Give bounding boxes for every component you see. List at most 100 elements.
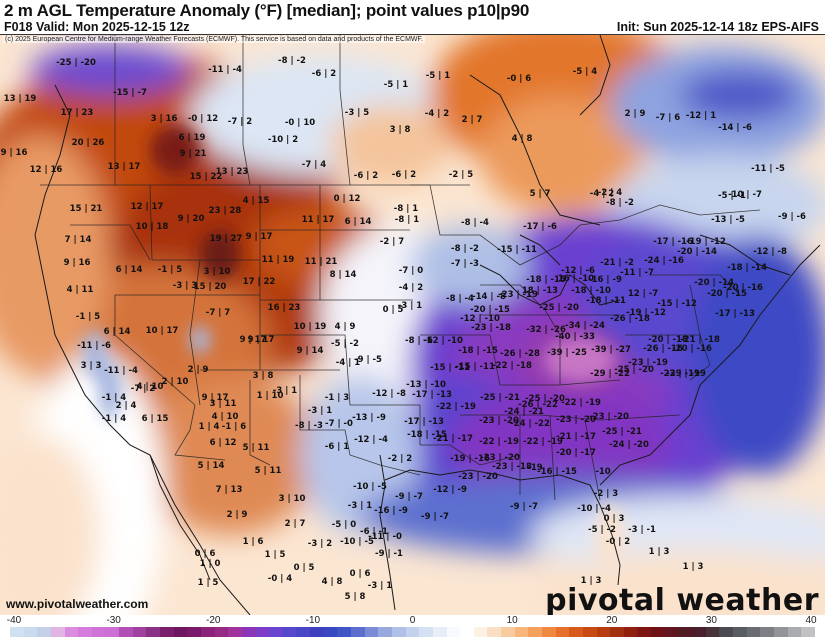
point-value-label: -3 | 1 — [397, 301, 423, 311]
point-value-label: -23 | -20 — [556, 415, 596, 425]
colorbar-swatch — [528, 627, 542, 637]
point-value-label: -22 | -19 — [523, 437, 563, 447]
point-value-label: -25 | -21 — [602, 427, 642, 437]
point-value-label: 0 | 5 — [293, 563, 315, 573]
point-value-label: 2 | 7 — [461, 115, 483, 125]
point-value-label: -4 | 1 — [335, 358, 361, 368]
point-value-label: 9 | 17 — [245, 232, 273, 242]
point-value-label: 3 | 3 — [80, 361, 102, 371]
colorbar-swatch — [228, 627, 242, 637]
point-value-label: 1 | 0 — [199, 559, 221, 569]
point-value-label: -9 | -1 — [375, 549, 403, 559]
point-value-label: 9 | 16 — [63, 258, 91, 268]
point-value-label: -23 | -19 — [628, 358, 668, 368]
point-value-label: -1 | 3 — [324, 393, 350, 403]
point-value-label: -9 | -6 — [778, 212, 806, 222]
point-value-label: -15 | -12 — [657, 299, 697, 309]
point-value-label: 12 | 16 — [29, 165, 63, 175]
colorbar-swatch — [664, 627, 679, 637]
point-value-label: -7 | 4 — [301, 160, 327, 170]
colorbar-swatch — [50, 627, 65, 637]
colorbar-swatch — [37, 627, 51, 637]
point-value-label: 0 | 6 — [194, 549, 216, 559]
point-value-label: -12 | -10 — [423, 336, 463, 346]
point-value-label: -14 | -6 — [718, 123, 752, 133]
point-value-label: 23 | 28 — [208, 206, 242, 216]
point-value-label: -1 | 4 — [101, 393, 127, 403]
point-value-label: -0 | 10 — [284, 118, 316, 128]
colorbar-tick: -10 — [305, 615, 321, 626]
point-value-label: -21 | -18 — [680, 335, 720, 345]
colorbar-swatch — [364, 627, 379, 637]
point-value-label: -5 | 4 — [572, 67, 598, 77]
colorbar-swatch — [91, 627, 106, 637]
colorbar-swatch — [582, 627, 597, 637]
colorbar-swatch — [105, 627, 120, 637]
point-value-label: -5 | 1 — [383, 80, 409, 90]
point-value-label: 6 | 14 — [103, 327, 131, 337]
colorbar-tick-labels: -40 -30 -20 -10 0 10 20 30 40 — [0, 615, 825, 626]
point-value-label: -18 | -10 — [571, 286, 611, 296]
point-value-label: -6 | -1 — [360, 527, 388, 537]
point-value-label: 7 | 14 — [64, 235, 92, 245]
colorbar-swatch — [514, 627, 529, 637]
point-value-label: 3 | 10 — [278, 494, 306, 504]
map-title: 2 m AGL Temperature Anomaly (°F) [median… — [4, 1, 530, 20]
point-value-label: 17 | 22 — [242, 277, 276, 287]
point-value-label: 11 | 17 — [301, 215, 335, 225]
point-value-label: 15 | 22 — [189, 172, 223, 182]
point-value-label: 9 | 17 — [201, 393, 229, 403]
colorbar-swatch — [378, 627, 392, 637]
point-value-label: 2 | 9 — [226, 510, 248, 520]
point-value-label: -12 | -6 — [561, 266, 595, 276]
point-value-label: -3 | 1 — [347, 501, 373, 511]
point-value-label: -8 | -6 — [405, 336, 433, 346]
point-value-label: -5 | -2 — [588, 525, 616, 535]
point-value-label: 0 | 6 — [349, 569, 371, 579]
point-value-label: 9 | 17 — [247, 335, 275, 345]
point-value-label: 17 | 23 — [60, 108, 94, 118]
colorbar-swatch — [541, 627, 556, 637]
colorbar-swatch — [119, 627, 133, 637]
point-value-label: 0 | 5 — [382, 305, 404, 315]
colorbar-swatch — [446, 627, 461, 637]
colorbar-strip — [10, 627, 815, 637]
point-value-label: -17 | -6 — [523, 222, 557, 232]
point-value-label: 0 | 3 — [603, 514, 625, 524]
point-value-label: 1 | 5 — [264, 550, 286, 560]
colorbar-tick: 10 — [506, 615, 518, 626]
colorbar-swatch — [760, 627, 774, 637]
point-value-label: -3 | 1 — [272, 386, 298, 396]
point-value-label: -26 | -16 — [643, 344, 683, 354]
point-value-label: -19 — [527, 463, 543, 473]
point-value-label: -2 | 4 — [597, 188, 623, 198]
point-value-label: -6 | 2 — [391, 170, 417, 180]
point-value-label: -8 | 1 — [394, 215, 420, 225]
colorbar-swatch — [173, 627, 188, 637]
colorbar-tick: 30 — [705, 615, 717, 626]
point-value-label: -10 | 2 — [267, 135, 299, 145]
point-value-label: -23 | -20 — [458, 472, 498, 482]
point-value-label: -39 | -27 — [591, 345, 631, 355]
point-value-label: -18 | -15 — [458, 346, 498, 356]
point-value-label: -8 | 1 — [393, 204, 419, 214]
colorbar-tick: 20 — [606, 615, 618, 626]
point-value-label: 2 | 7 — [284, 519, 306, 529]
point-value-label: -7 | -0 — [325, 419, 353, 429]
colorbar-swatch — [23, 627, 38, 637]
point-value-label: -16 | -9 — [588, 275, 622, 285]
point-value-label: 10 | 19 — [293, 322, 327, 332]
point-value-label: -3 | -1 — [628, 525, 656, 535]
colorbar-swatch — [432, 627, 447, 637]
point-value-label: -22 | -18 — [492, 361, 532, 371]
point-value-label: -23 | -20 — [480, 453, 520, 463]
point-value-label: 1 | 6 — [242, 537, 264, 547]
point-value-label: -25 | -21 — [480, 393, 520, 403]
point-value-label: 16 | 23 — [267, 303, 301, 313]
colorbar-swatch — [391, 627, 406, 637]
point-value-label: -2 | 5 — [448, 170, 474, 180]
point-value-label: 9 | 17 — [239, 335, 267, 345]
website-url[interactable]: www.pivotalweather.com — [6, 597, 149, 611]
point-value-label: -15 | -7 — [113, 88, 147, 98]
point-value-label: -24 | -21 — [504, 407, 544, 417]
